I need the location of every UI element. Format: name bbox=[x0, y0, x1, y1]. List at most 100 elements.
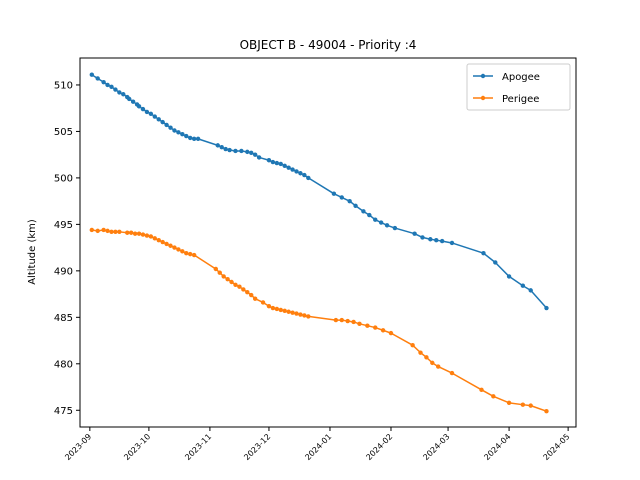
perigee-point-60 bbox=[430, 360, 435, 366]
apogee-point-27 bbox=[195, 136, 201, 142]
apogee-point-32 bbox=[233, 148, 238, 154]
perigee-point-19 bbox=[172, 245, 177, 250]
apogee-point-23 bbox=[180, 132, 185, 137]
apogee-point-47 bbox=[302, 172, 307, 178]
perigee-point-56 bbox=[388, 330, 394, 336]
apogee-point-63 bbox=[439, 238, 445, 244]
apogee-point-46 bbox=[298, 171, 303, 176]
perigee-point-59 bbox=[424, 355, 429, 360]
perigee-point-12 bbox=[144, 233, 150, 238]
perigee-point-16 bbox=[160, 239, 165, 245]
apogee-point-2 bbox=[101, 79, 106, 85]
perigee-point-43 bbox=[290, 310, 295, 315]
apogee-point-51 bbox=[347, 198, 352, 204]
perigee-point-29 bbox=[229, 279, 234, 285]
perigee-point-25 bbox=[213, 266, 219, 272]
apogee-point-44 bbox=[290, 167, 295, 172]
perigee-point-21 bbox=[180, 249, 185, 254]
apogee-point-10 bbox=[130, 99, 136, 104]
perigee-point-63 bbox=[479, 387, 484, 393]
apogee-point-53 bbox=[361, 209, 366, 214]
perigee-point-51 bbox=[351, 319, 356, 325]
apogee-point-41 bbox=[278, 161, 283, 167]
apogee-point-17 bbox=[156, 117, 161, 122]
y-tick-label-480: 480 bbox=[54, 359, 73, 370]
apogee-point-55 bbox=[373, 217, 378, 222]
apogee-point-69 bbox=[528, 288, 533, 293]
apogee-point-34 bbox=[245, 149, 250, 155]
plot-area bbox=[89, 72, 549, 414]
apogee-point-37 bbox=[256, 155, 262, 160]
apogee-point-14 bbox=[144, 109, 150, 115]
perigee-point-34 bbox=[249, 292, 254, 298]
apogee-point-28 bbox=[215, 143, 220, 148]
apogee-point-58 bbox=[392, 225, 398, 231]
perigee-point-22 bbox=[184, 250, 189, 256]
apogee-point-65 bbox=[481, 250, 486, 256]
legend-apogee-marker bbox=[480, 73, 486, 79]
perigee-point-20 bbox=[176, 247, 181, 252]
perigee-point-48 bbox=[333, 317, 339, 323]
perigee-point-7 bbox=[125, 230, 130, 235]
apogee-point-64 bbox=[449, 240, 455, 246]
perigee-point-5 bbox=[113, 229, 118, 235]
apogee-point-33 bbox=[239, 148, 244, 154]
apogee-point-70 bbox=[544, 305, 549, 311]
apogee-point-9 bbox=[127, 96, 132, 102]
apogee-point-50 bbox=[339, 195, 344, 200]
apogee-point-30 bbox=[223, 146, 228, 152]
apogee-point-21 bbox=[172, 128, 177, 133]
y-tick-label-475: 475 bbox=[54, 406, 73, 417]
apogee-point-31 bbox=[227, 147, 232, 153]
apogee-point-61 bbox=[428, 237, 433, 242]
perigee-point-14 bbox=[152, 236, 157, 241]
perigee-point-65 bbox=[506, 400, 512, 406]
perigee-point-11 bbox=[140, 232, 146, 237]
apogee-point-4 bbox=[109, 84, 114, 90]
apogee-point-20 bbox=[168, 125, 173, 130]
perigee-point-28 bbox=[225, 277, 230, 282]
perigee-point-62 bbox=[449, 370, 455, 376]
perigee-point-23 bbox=[188, 251, 193, 257]
apogee-point-19 bbox=[164, 122, 169, 128]
y-tick-label-505: 505 bbox=[54, 127, 73, 138]
apogee-point-66 bbox=[493, 260, 498, 265]
y-tick-label-485: 485 bbox=[54, 313, 73, 324]
perigee-point-31 bbox=[237, 284, 242, 289]
y-tick-label-495: 495 bbox=[54, 220, 73, 231]
perigee-point-1 bbox=[95, 228, 100, 234]
perigee-point-41 bbox=[282, 308, 287, 314]
apogee-point-62 bbox=[434, 237, 439, 243]
perigee-point-17 bbox=[164, 241, 169, 247]
apogee-point-29 bbox=[219, 145, 224, 150]
apogee-point-5 bbox=[113, 87, 118, 92]
apogee-point-25 bbox=[188, 135, 193, 141]
legend-perigee-label: Perigee bbox=[502, 94, 539, 105]
perigee-point-44 bbox=[294, 311, 299, 316]
apogee-point-49 bbox=[331, 191, 337, 196]
perigee-point-42 bbox=[286, 309, 291, 314]
apogee-point-43 bbox=[286, 165, 291, 170]
perigee-point-18 bbox=[168, 243, 173, 248]
apogee-point-26 bbox=[191, 136, 197, 142]
apogee-point-38 bbox=[266, 158, 272, 163]
y-tick-label-500: 500 bbox=[54, 173, 73, 184]
perigee-point-47 bbox=[306, 314, 311, 319]
perigee-point-46 bbox=[302, 313, 307, 318]
apogee-point-68 bbox=[520, 283, 526, 288]
apogee-point-54 bbox=[367, 212, 372, 218]
apogee-point-56 bbox=[378, 220, 384, 225]
perigee-point-66 bbox=[520, 402, 526, 407]
perigee-point-55 bbox=[380, 328, 386, 333]
perigee-point-67 bbox=[528, 403, 533, 408]
apogee-point-3 bbox=[105, 82, 110, 88]
y-tick-label-490: 490 bbox=[54, 266, 73, 277]
perigee-point-68 bbox=[544, 409, 549, 414]
apogee-point-6 bbox=[117, 90, 122, 95]
apogee-point-0 bbox=[89, 72, 95, 77]
legend: Apogee Perigee bbox=[466, 63, 571, 111]
perigee-point-54 bbox=[373, 325, 378, 330]
perigee-point-2 bbox=[101, 227, 106, 233]
chart-title: OBJECT B - 49004 - Priority :4 bbox=[240, 38, 417, 52]
